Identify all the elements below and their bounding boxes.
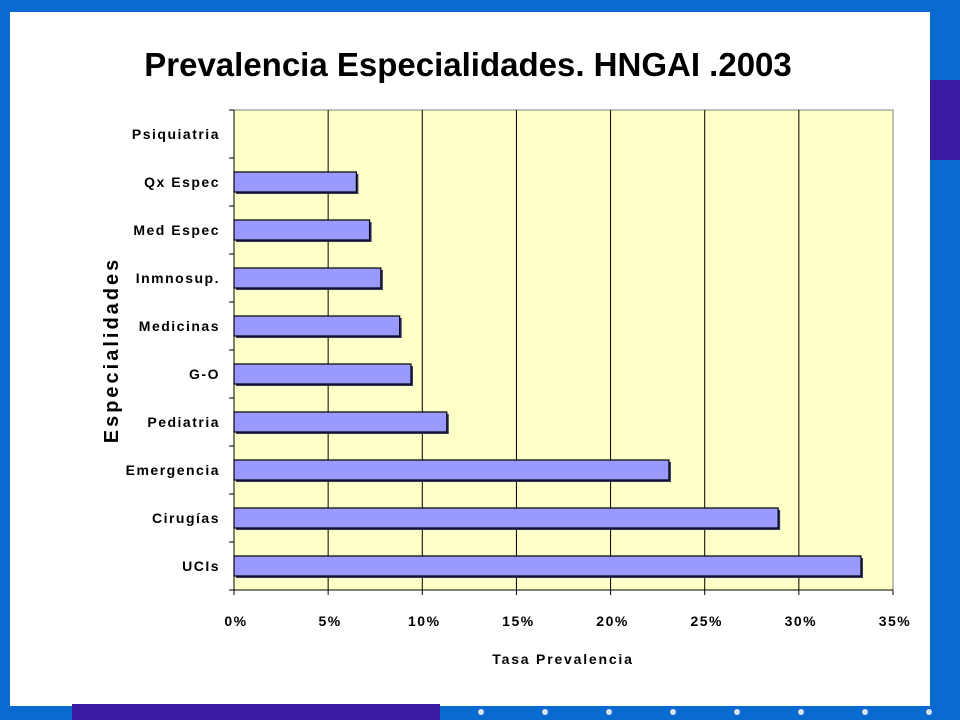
x-tick-label: 10% bbox=[408, 613, 441, 629]
category-label: Emergencia bbox=[126, 462, 220, 478]
category-label: Inmnosup. bbox=[136, 270, 220, 286]
x-tick-label: 20% bbox=[596, 613, 629, 629]
decorative-dot bbox=[926, 709, 932, 715]
category-label: Medicinas bbox=[139, 318, 220, 334]
bar bbox=[233, 315, 401, 337]
category-label: Pediatria bbox=[147, 414, 220, 430]
x-tick-label: 0% bbox=[224, 613, 247, 629]
plot-area: Psiquiatria Qx Espec Med Espec Inmnosup. Med… bbox=[126, 109, 912, 629]
x-tick-label: 25% bbox=[690, 613, 723, 629]
decorative-dot bbox=[862, 709, 868, 715]
bar bbox=[233, 411, 448, 433]
decorative-dot bbox=[734, 709, 740, 715]
decorative-accent-bar-right bbox=[930, 80, 960, 160]
bar bbox=[233, 555, 862, 577]
bar bbox=[233, 219, 371, 241]
bar bbox=[233, 267, 382, 289]
decorative-accent-bar-bottom bbox=[72, 704, 440, 720]
decorative-dot bbox=[670, 709, 676, 715]
category-label: Qx Espec bbox=[144, 174, 220, 190]
decorative-dot bbox=[798, 709, 804, 715]
category-label: Cirugías bbox=[152, 510, 220, 526]
x-axis-title: Tasa Prevalencia bbox=[492, 651, 633, 667]
category-label: Med Espec bbox=[133, 222, 220, 238]
x-tick-label: 30% bbox=[785, 613, 818, 629]
decorative-dot bbox=[478, 709, 484, 715]
y-axis-title: Especialidades bbox=[101, 257, 123, 444]
chart-title: Prevalencia Especialidades. HNGAI .2003 bbox=[144, 46, 792, 83]
decorative-dot bbox=[542, 709, 548, 715]
bar bbox=[233, 171, 357, 193]
bar bbox=[233, 459, 670, 481]
bar bbox=[233, 363, 412, 385]
bar bbox=[233, 507, 779, 529]
category-label: G-O bbox=[189, 366, 220, 382]
x-tick-label: 35% bbox=[879, 613, 912, 629]
category-label: Psiquiatria bbox=[132, 126, 220, 142]
x-tick-label: 5% bbox=[319, 613, 342, 629]
decorative-dot-row bbox=[470, 704, 932, 720]
decorative-dot bbox=[606, 709, 612, 715]
x-tick-label: 15% bbox=[502, 613, 535, 629]
category-label: UCIs bbox=[182, 558, 220, 574]
